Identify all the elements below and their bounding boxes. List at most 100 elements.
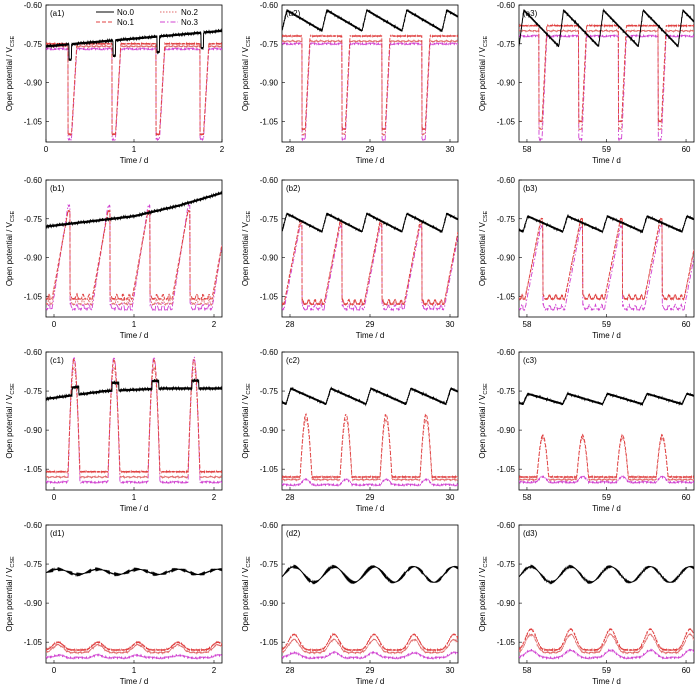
x-tick-label: 60 xyxy=(682,666,691,675)
series-group xyxy=(46,566,222,660)
series-line-no1 xyxy=(282,412,458,480)
series-line-no1 xyxy=(282,632,458,653)
panel-label: (c1) xyxy=(50,356,64,365)
y-tick-label: -0.90 xyxy=(497,254,516,263)
series-group xyxy=(519,213,694,312)
y-tick-label: -0.60 xyxy=(260,1,279,10)
chart-panel-a1: -0.60 -0.75 -0.90 -1.05 0 1 2 Time / d Open pote… xyxy=(5,1,225,165)
y-tick-label: -0.60 xyxy=(497,348,516,357)
series-line-no0 xyxy=(282,212,458,234)
y-tick-label: -0.60 xyxy=(24,348,43,357)
series-group xyxy=(519,564,694,661)
y-tick-label: -0.90 xyxy=(497,599,516,608)
y-tick-label: -0.90 xyxy=(24,426,43,435)
x-tick-label: 2 xyxy=(220,145,225,154)
panel-label: (d1) xyxy=(50,529,65,538)
series-line-no3 xyxy=(46,653,222,660)
y-axis-title-subscript: CSE xyxy=(10,556,16,568)
series-line-no2 xyxy=(46,366,222,480)
series-line-no2 xyxy=(46,642,222,655)
y-axis-title: Open potential / VCSE xyxy=(5,210,16,286)
y-tick-label: -0.75 xyxy=(497,560,516,569)
y-axis-title: Open potential / VCSE xyxy=(478,383,489,459)
series-line-no1 xyxy=(519,433,694,480)
series-group xyxy=(282,8,458,142)
x-tick-label: 59 xyxy=(602,666,611,675)
y-tick-label: -1.05 xyxy=(497,117,516,126)
x-tick-label: 30 xyxy=(446,493,455,502)
legend-label: No.0 xyxy=(117,8,134,17)
y-axis-title-main: Open potential / V xyxy=(5,394,14,459)
y-tick-label: -0.90 xyxy=(260,599,279,608)
series-line-no2 xyxy=(46,208,222,307)
series-group xyxy=(282,386,458,487)
y-tick-label: -0.60 xyxy=(24,176,43,185)
y-tick-label: -0.90 xyxy=(260,426,279,435)
y-tick-label: -0.90 xyxy=(497,79,516,88)
series-group xyxy=(46,190,222,312)
y-axis-title-subscript: CSE xyxy=(483,210,489,222)
x-axis-title: Time / d xyxy=(120,156,149,165)
x-tick-label: 58 xyxy=(523,320,532,329)
y-tick-label: -0.60 xyxy=(260,176,279,185)
y-tick-label: -1.05 xyxy=(260,117,279,126)
chart-panel-b2: -0.60 -0.75 -0.90 -1.05 28 29 30 Time / d Open p… xyxy=(241,176,459,340)
y-tick-label: -0.75 xyxy=(497,40,516,49)
y-tick-label: -0.60 xyxy=(24,1,43,10)
series-line-no3 xyxy=(282,41,458,142)
x-tick-label: 60 xyxy=(682,493,691,502)
y-tick-label: -0.60 xyxy=(497,1,516,10)
series-line-no2 xyxy=(519,219,694,302)
chart-panel-a3: -0.60 -0.75 -0.90 -1.05 58 59 60 Time / d Open p… xyxy=(478,1,695,165)
y-axis-title: Open potential / VCSE xyxy=(478,556,489,632)
y-tick-label: -0.90 xyxy=(497,426,516,435)
x-axis-title: Time / d xyxy=(356,677,385,686)
panel-label: (d2) xyxy=(286,529,301,538)
x-axis-title: Time / d xyxy=(592,504,621,513)
y-tick-label: -0.90 xyxy=(260,79,279,88)
series-line-no2 xyxy=(519,632,694,655)
panel-label: (d3) xyxy=(523,529,538,538)
x-tick-label: 28 xyxy=(286,493,295,502)
series-line-no0 xyxy=(519,391,694,407)
series-line-no0 xyxy=(519,213,694,234)
series-group xyxy=(46,355,222,485)
panel-label: (b2) xyxy=(286,184,301,193)
y-tick-label: -1.05 xyxy=(497,292,516,301)
y-tick-label: -0.60 xyxy=(260,521,279,530)
y-axis-title-subscript: CSE xyxy=(483,383,489,395)
legend: No.0No.1 No.2No.3 xyxy=(96,8,198,27)
series-group xyxy=(282,212,458,312)
x-tick-label: 29 xyxy=(366,493,375,502)
x-tick-label: 0 xyxy=(52,493,57,502)
y-tick-label: -0.90 xyxy=(24,254,43,263)
y-axis-title: Open potential / VCSE xyxy=(241,210,252,286)
panel-label: (a1) xyxy=(50,9,65,18)
x-tick-label: 58 xyxy=(523,145,532,154)
x-tick-label: 59 xyxy=(602,493,611,502)
y-tick-label: -1.05 xyxy=(260,465,279,474)
series-line-no2 xyxy=(519,435,694,483)
y-axis-title: Open potential / VCSE xyxy=(5,383,16,459)
y-tick-label: -0.90 xyxy=(260,254,279,263)
y-axis-title-main: Open potential / V xyxy=(241,221,250,286)
x-tick-label: 29 xyxy=(366,145,375,154)
y-axis-title-subscript: CSE xyxy=(10,383,16,395)
x-tick-label: 29 xyxy=(366,666,375,675)
series-line-no0 xyxy=(46,566,222,577)
y-tick-label: -0.75 xyxy=(24,560,43,569)
y-tick-label: -1.05 xyxy=(260,638,279,647)
panel-label: (c2) xyxy=(286,356,300,365)
y-axis-title-main: Open potential / V xyxy=(5,221,14,286)
y-tick-label: -1.05 xyxy=(24,292,43,301)
x-axis-title: Time / d xyxy=(356,331,385,340)
series-line-no0 xyxy=(519,564,694,585)
chart-panel-b3: -0.60 -0.75 -0.90 -1.05 58 59 60 Time / d Open p… xyxy=(478,176,695,340)
series-line-no2 xyxy=(282,637,458,655)
y-tick-label: -0.75 xyxy=(24,387,43,396)
chart-panel-d3: -0.60 -0.75 -0.90 -1.05 58 59 60 Time / d Open p… xyxy=(478,521,695,686)
x-tick-label: 28 xyxy=(286,666,295,675)
x-tick-label: 58 xyxy=(523,666,532,675)
y-tick-label: -1.05 xyxy=(497,638,516,647)
y-axis-title: Open potential / VCSE xyxy=(5,35,16,111)
